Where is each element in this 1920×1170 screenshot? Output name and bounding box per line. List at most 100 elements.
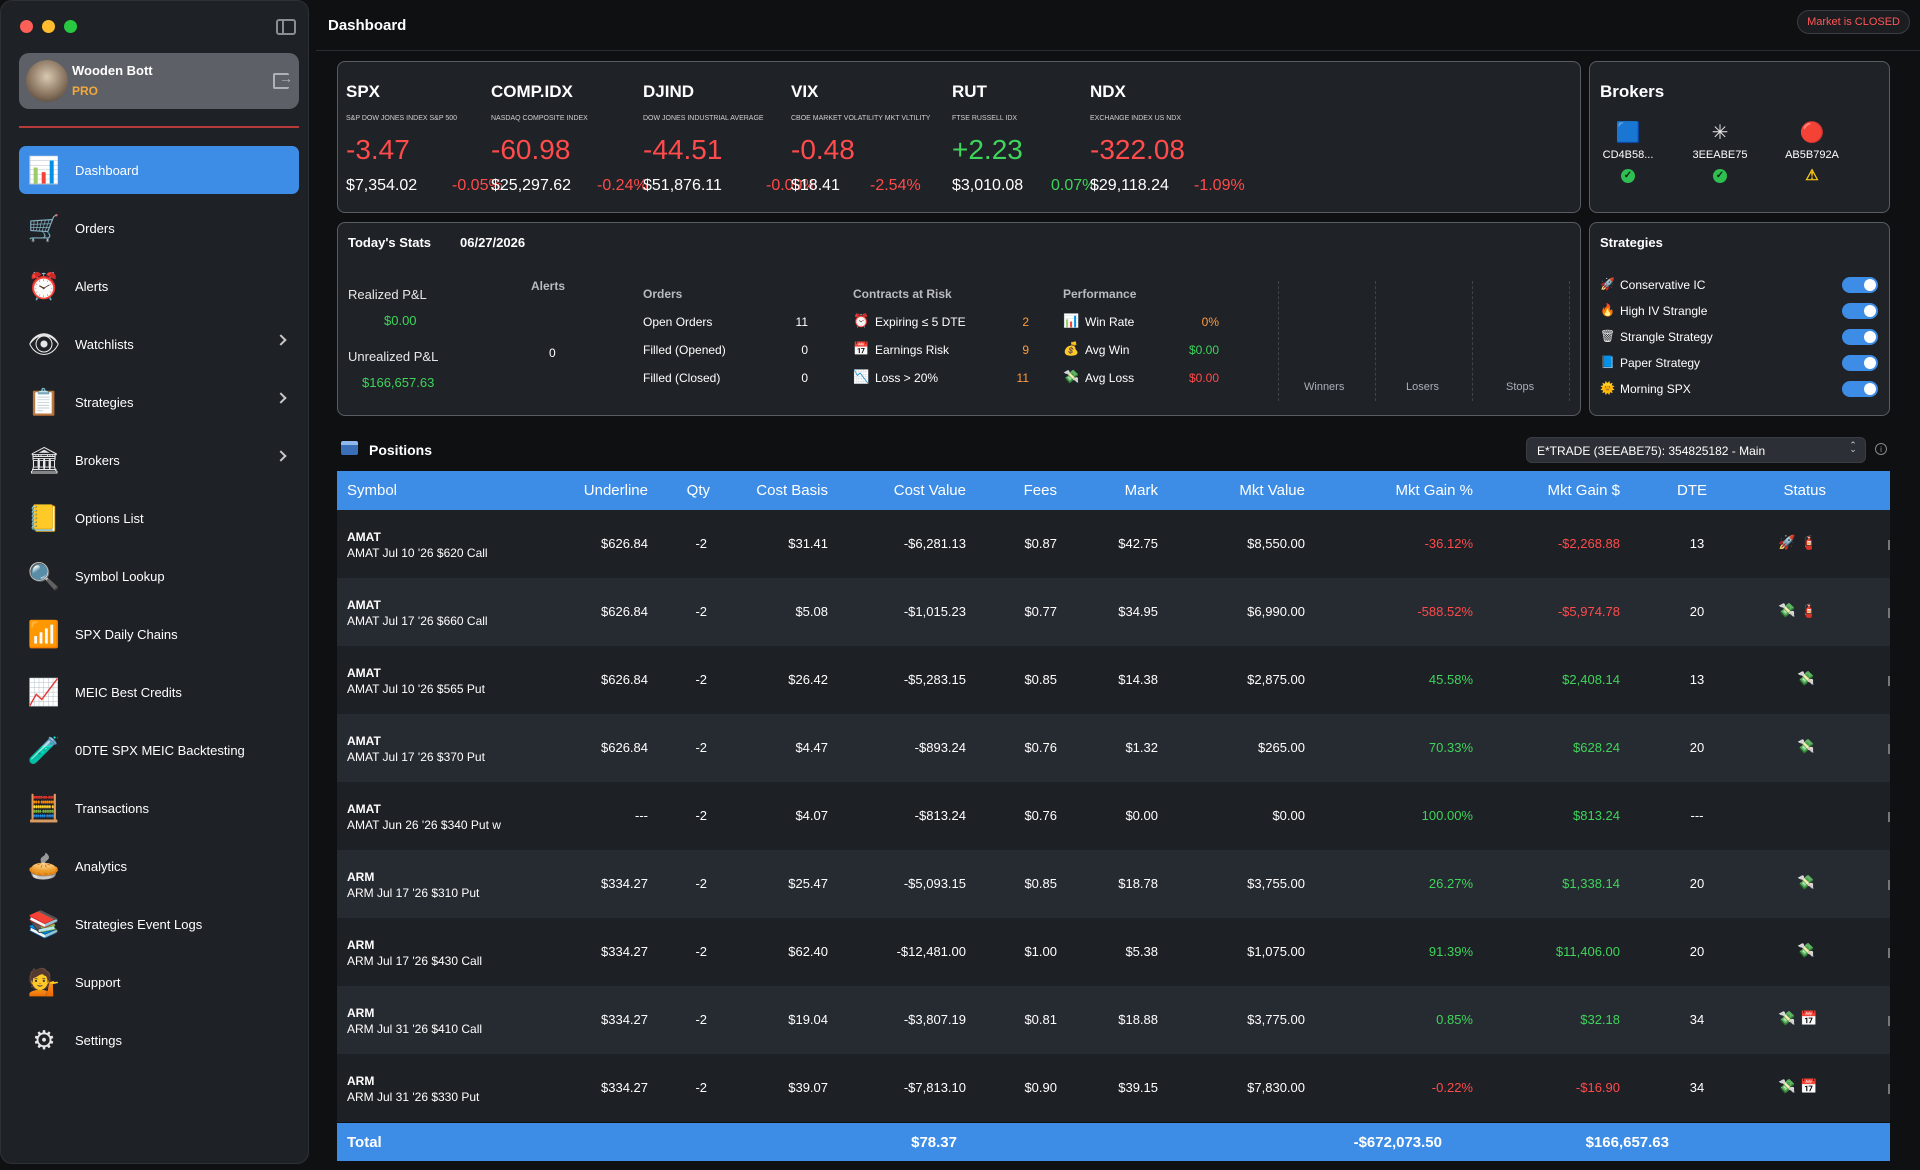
column-header-qty[interactable]: Qty (686, 482, 710, 499)
winners-label: Winners (1304, 381, 1345, 393)
strategy-toggle[interactable] (1842, 381, 1878, 397)
sidebar-item-transactions[interactable]: 🧮 Transactions (19, 784, 299, 832)
index-price: $7,354.02 (346, 177, 418, 194)
broker-id: 3EEABE75 (1692, 149, 1748, 161)
cell-cost-basis: $26.42 (788, 672, 828, 687)
sidebar-divider (19, 126, 299, 128)
index-quote-vix[interactable]: VIX CBOE MARKET VOLATILITY MKT VLTILITY -0… (791, 62, 941, 212)
table-row[interactable]: AMAT AMAT Jul 17 '26 $370 Put $626.84 -2 $4.… (337, 714, 1890, 782)
sidebar-item-orders[interactable]: 🛒 Orders (19, 204, 299, 252)
cell-mkt-value: $3,755.00 (1247, 876, 1305, 891)
column-header-symbol[interactable]: Symbol (347, 482, 398, 499)
strategy-toggle[interactable] (1842, 329, 1878, 345)
broker-item[interactable]: 🔴 AB5B792A ⚠ (1772, 120, 1852, 184)
strategy-name: Paper Strategy (1620, 356, 1701, 370)
cell-mkt-value: $1,075.00 (1247, 944, 1305, 959)
cell-dte: 20 (1689, 604, 1705, 619)
column-header-fees[interactable]: Fees (1023, 482, 1057, 499)
cell-underline: $626.84 (601, 536, 648, 551)
cell-fees: $0.85 (1024, 672, 1057, 687)
sidebar-item-meic-best-credits[interactable]: 📈 MEIC Best Credits (19, 668, 299, 716)
cell-gain-usd: -$5,974.78 (1557, 604, 1620, 619)
sidebar-item-0dte-spx-meic-backtesting[interactable]: 🧪 0DTE SPX MEIC Backtesting (19, 726, 299, 774)
sidebar-item-strategies-event-logs[interactable]: 📚 Strategies Event Logs (19, 900, 299, 948)
broker-item[interactable]: ✳ 3EEABE75 ✓ (1680, 120, 1760, 183)
zoom-window-button[interactable] (64, 20, 77, 33)
user-card[interactable]: Wooden Bott PRO (19, 53, 299, 109)
cell-qty: -2 (695, 1080, 707, 1095)
position-description: ARM Jul 31 '26 $330 Put (347, 1090, 480, 1104)
column-header-cost-value[interactable]: Cost Value (893, 482, 966, 499)
broker-id: € (1864, 149, 1889, 161)
account-select[interactable]: E*TRADE (3EEABE75): 354825182 - Main (1526, 437, 1866, 463)
strategy-toggle[interactable] (1842, 355, 1878, 371)
minimize-window-button[interactable] (42, 20, 55, 33)
column-header-mkt-gain-[interactable]: Mkt Gain % (1395, 482, 1473, 499)
column-header-cost-basis[interactable]: Cost Basis (756, 482, 828, 499)
position-description: AMAT Jul 17 '26 $660 Call (347, 614, 488, 628)
column-header-dte[interactable]: DTE (1677, 482, 1707, 499)
table-row[interactable]: AMAT AMAT Jul 17 '26 $660 Call $626.84 -2 $5… (337, 578, 1890, 646)
sidebar-item-alerts[interactable]: ⏰ Alerts (19, 262, 299, 310)
table-row[interactable]: ARM ARM Jul 17 '26 $310 Put $334.27 -2 $25.4… (337, 850, 1890, 918)
sidebar-item-spx-daily-chains[interactable]: 📶 SPX Daily Chains (19, 610, 299, 658)
index-quote-spx[interactable]: SPX S&P DOW JONES INDEX S&P 500 -3.47 $7,35… (346, 62, 503, 212)
strategy-toggle[interactable] (1842, 277, 1878, 293)
index-quote-ndx[interactable]: NDX EXCHANGE INDEX US NDX -322.08 $29,118.2… (1090, 62, 1245, 212)
cell-cost-basis: $62.40 (788, 944, 828, 959)
column-header-underline[interactable]: Underline (583, 482, 648, 499)
index-description: FTSE RUSSELL IDX (952, 115, 1018, 122)
cell-mkt-value: $6,990.00 (1247, 604, 1305, 619)
sidebar-item-support[interactable]: 💁 Support (19, 958, 299, 1006)
money-wings-icon: 💸 (1797, 670, 1815, 686)
table-row[interactable]: AMAT AMAT Jul 10 '26 $565 Put $626.84 -2 $26… (337, 646, 1890, 714)
calendar-icon: 📅 (853, 341, 870, 356)
sidebar-item-symbol-lookup[interactable]: 🔍 Symbol Lookup (19, 552, 299, 600)
index-quote-comp-idx[interactable]: COMP.IDX NASDAQ COMPOSITE INDEX -60.98 $25,… (491, 62, 648, 212)
sidebar-item-analytics[interactable]: 🥧 Analytics (19, 842, 299, 890)
cell-mark: $1.32 (1125, 740, 1158, 755)
sidebar-toggle-icon[interactable] (276, 19, 296, 35)
orders-row-label: Filled (Opened) (643, 343, 726, 357)
cell-gain-usd: $11,406.00 (1555, 944, 1620, 959)
cell-qty: -2 (695, 672, 707, 687)
position-symbol: AMAT (347, 598, 381, 612)
index-change: -3.47 (346, 134, 410, 165)
broker-item[interactable]: € (1864, 120, 1889, 161)
cell-underline: $626.84 (601, 604, 648, 619)
column-header-mkt-value[interactable]: Mkt Value (1239, 482, 1305, 499)
table-row[interactable]: AMAT AMAT Jul 10 '26 $620 Call $626.84 -2 $3… (337, 510, 1890, 578)
row-edge-marker (1888, 608, 1890, 618)
close-window-button[interactable] (20, 20, 33, 33)
sidebar-item-label: 0DTE SPX MEIC Backtesting (75, 742, 245, 758)
logout-icon[interactable] (273, 70, 293, 89)
cell-dte: 20 (1689, 944, 1705, 959)
risk-row-label: Loss > 20% (875, 371, 939, 385)
table-row[interactable]: ARM ARM Jul 31 '26 $410 Call $334.27 -2 $19.… (337, 986, 1890, 1054)
broker-item[interactable]: 🟦 CD4B58... ✓ (1590, 120, 1668, 183)
column-header-mark[interactable]: Mark (1124, 482, 1158, 499)
sidebar-item-brokers[interactable]: 🏛 Brokers (19, 436, 299, 484)
sidebar-item-watchlists[interactable]: 👁 Watchlists (19, 320, 299, 368)
position-symbol: AMAT (347, 530, 381, 544)
index-quote-rut[interactable]: RUT FTSE RUSSELL IDX +2.23 $3,010.08 0.07% (952, 62, 1102, 212)
cell-fees: $0.76 (1024, 808, 1057, 823)
strategy-toggle[interactable] (1842, 303, 1878, 319)
list-icon: 📒 (27, 503, 61, 533)
sidebar-item-options-list[interactable]: 📒 Options List (19, 494, 299, 542)
sidebar-item-settings[interactable]: ⚙ Settings (19, 1016, 299, 1064)
column-header-mkt-gain-[interactable]: Mkt Gain $ (1547, 482, 1620, 499)
cell-fees: $0.85 (1024, 876, 1057, 891)
cell-cost-basis: $25.47 (788, 876, 828, 891)
stats-title: Today's Stats (348, 235, 432, 250)
cell-underline: $334.27 (601, 876, 648, 891)
sidebar-item-dashboard[interactable]: 📊 Dashboard (19, 146, 299, 194)
table-row[interactable]: ARM ARM Jul 17 '26 $430 Call $334.27 -2 $62.… (337, 918, 1890, 986)
index-description: EXCHANGE INDEX US NDX (1090, 115, 1182, 122)
sidebar-item-strategies[interactable]: 📋 Strategies (19, 378, 299, 426)
table-row[interactable]: AMAT AMAT Jun 26 '26 $340 Put w --- -2 $4.07… (337, 782, 1890, 850)
index-quote-djind[interactable]: DJIND DOW JONES INDUSTRIAL AVERAGE -44.51 $… (643, 62, 817, 212)
info-icon[interactable]: i (1875, 443, 1887, 455)
table-row[interactable]: ARM ARM Jul 31 '26 $330 Put $334.27 -2 $39.0… (337, 1054, 1890, 1122)
column-header-status[interactable]: Status (1783, 482, 1826, 499)
